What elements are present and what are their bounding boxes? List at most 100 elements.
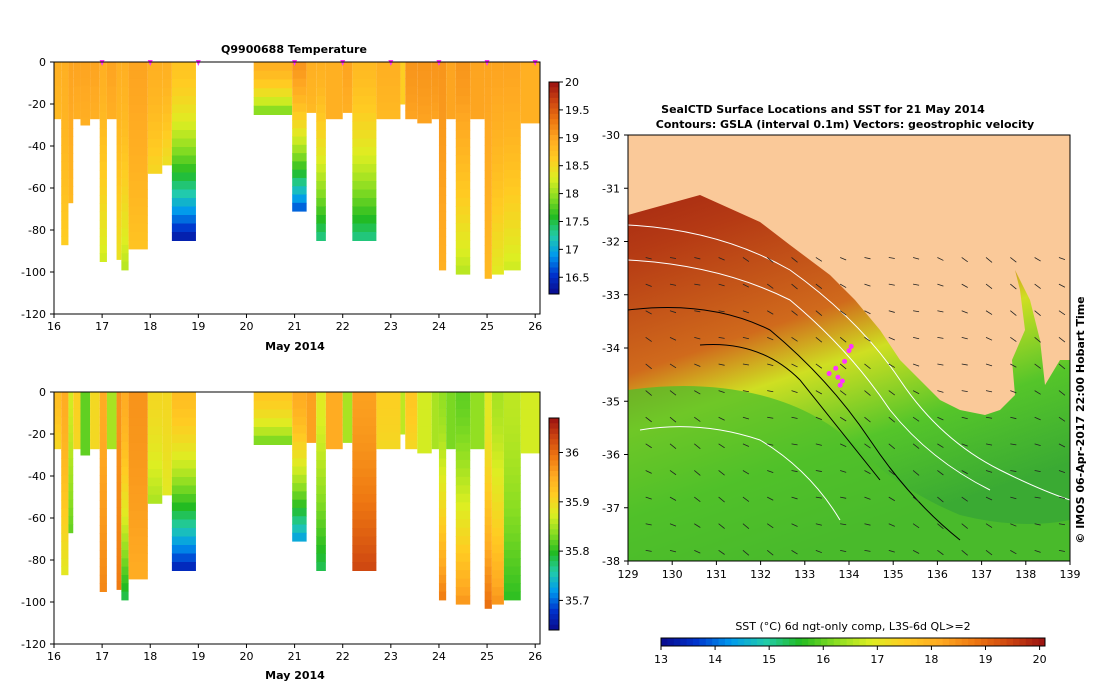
velocity-vector bbox=[718, 496, 725, 503]
sst-colorbar-cell bbox=[1006, 638, 1014, 646]
map-x-tick-label: 130 bbox=[662, 568, 683, 581]
velocity-vector bbox=[985, 443, 993, 446]
velocity-vector bbox=[985, 283, 993, 290]
colorbar-cell bbox=[549, 161, 559, 168]
velocity-vector bbox=[1010, 523, 1017, 527]
profile-cell bbox=[121, 178, 129, 188]
profile-cell bbox=[128, 112, 148, 122]
profile-cell bbox=[292, 400, 307, 410]
profile-bar bbox=[54, 62, 62, 120]
profile-cell bbox=[147, 409, 163, 419]
velocity-vector bbox=[1010, 257, 1017, 263]
colorbar-cell bbox=[549, 481, 559, 488]
profile-cell bbox=[128, 172, 148, 182]
profile-cell bbox=[128, 502, 148, 512]
profile-cell bbox=[171, 494, 196, 503]
profile-cell bbox=[54, 110, 62, 120]
profile-cell bbox=[80, 109, 91, 118]
profile-cell bbox=[116, 103, 122, 112]
colorbar-cell bbox=[549, 423, 559, 430]
velocity-vector bbox=[791, 257, 798, 263]
x-tick-label: 19 bbox=[191, 650, 205, 663]
profile-cell bbox=[316, 536, 326, 546]
profile-cell bbox=[128, 510, 148, 520]
gsla-contour bbox=[639, 426, 841, 521]
profile-cell bbox=[54, 94, 62, 103]
profile-cell bbox=[128, 417, 148, 427]
temperature-x-ticks: 16 17 18 19 20 21 22 23 24 25 26 bbox=[47, 314, 542, 333]
sst-colorbar-cell bbox=[833, 638, 841, 646]
profile-cell bbox=[121, 78, 129, 88]
velocity-vector bbox=[1010, 496, 1017, 500]
profile-cell bbox=[292, 408, 307, 418]
velocity-vector bbox=[888, 470, 896, 476]
profile-cell bbox=[438, 466, 447, 476]
velocity-vector bbox=[669, 523, 677, 527]
profile-cell bbox=[116, 392, 122, 401]
profile-cell bbox=[470, 392, 485, 401]
profile-bar bbox=[171, 392, 196, 571]
profile-cell bbox=[147, 121, 163, 131]
profile-cell bbox=[438, 400, 447, 410]
sst-colorbar-cell bbox=[757, 638, 764, 646]
profile-cell bbox=[503, 220, 521, 229]
profile-cell bbox=[116, 251, 122, 260]
profile-cell bbox=[484, 525, 492, 534]
profile-cell bbox=[128, 231, 148, 241]
profile-cell bbox=[352, 79, 377, 88]
profile-cell bbox=[116, 400, 122, 409]
profile-cell bbox=[455, 544, 471, 554]
profile-cell bbox=[162, 87, 172, 97]
profile-cell bbox=[306, 417, 317, 427]
profile-cell bbox=[171, 502, 196, 512]
profile-cell bbox=[306, 392, 317, 401]
profile-cell bbox=[484, 450, 492, 460]
velocity-vector bbox=[718, 283, 725, 287]
profile-cell bbox=[171, 172, 196, 182]
profile-cell bbox=[400, 70, 406, 80]
profile-cell bbox=[503, 525, 521, 534]
profile-cell bbox=[116, 482, 122, 492]
velocity-vector bbox=[937, 336, 944, 339]
sst-colorbar-cell bbox=[686, 638, 694, 646]
profile-cell bbox=[90, 78, 100, 87]
profile-cell bbox=[116, 136, 122, 145]
colorbar-tick-label: 19.5 bbox=[565, 104, 590, 117]
profile-cell bbox=[128, 121, 148, 131]
profile-cell bbox=[491, 587, 504, 597]
profile-cell bbox=[455, 112, 471, 122]
velocity-vector bbox=[840, 496, 847, 499]
sst-colorbar-cell bbox=[929, 638, 937, 646]
profile-cell bbox=[54, 102, 62, 112]
profile-cell bbox=[80, 392, 91, 401]
profile-cell bbox=[455, 163, 471, 173]
profile-cell bbox=[54, 408, 62, 417]
profile-cell bbox=[325, 424, 343, 433]
profile-cell bbox=[61, 516, 69, 526]
profile-bar bbox=[400, 392, 406, 435]
profile-cell bbox=[121, 574, 129, 584]
colorbar-cell bbox=[549, 235, 559, 242]
profile-cell bbox=[438, 170, 447, 179]
profile-cell bbox=[316, 553, 326, 563]
profile-cell bbox=[171, 443, 196, 452]
colorbar-cell bbox=[549, 619, 559, 626]
velocity-vector bbox=[961, 363, 968, 366]
profile-cell bbox=[376, 440, 401, 450]
profile-cell bbox=[253, 400, 293, 410]
profile-cell bbox=[316, 528, 326, 537]
velocity-vector bbox=[645, 337, 652, 342]
profile-cell bbox=[68, 474, 74, 484]
profile-cell bbox=[99, 62, 107, 71]
profile-cell bbox=[162, 130, 172, 140]
map-y-tick-label: -31 bbox=[602, 182, 620, 195]
profile-bar bbox=[520, 392, 540, 454]
sst-colorbar-cell bbox=[872, 638, 880, 646]
profile-cell bbox=[73, 78, 81, 87]
profile-cell bbox=[68, 491, 74, 501]
profile-cell bbox=[342, 434, 353, 443]
velocity-vector bbox=[937, 496, 944, 503]
profile-cell bbox=[253, 97, 293, 107]
profile-cell bbox=[99, 583, 107, 592]
profile-cell bbox=[316, 417, 326, 427]
